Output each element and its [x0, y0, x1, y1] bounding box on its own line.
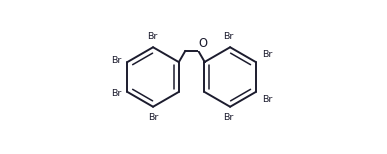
Text: Br: Br — [223, 113, 234, 122]
Text: Br: Br — [147, 32, 158, 41]
Text: Br: Br — [111, 89, 122, 98]
Text: Br: Br — [148, 113, 158, 122]
Text: Br: Br — [262, 50, 272, 59]
Text: Br: Br — [223, 32, 234, 41]
Text: Br: Br — [111, 56, 122, 65]
Text: O: O — [199, 37, 208, 50]
Text: Br: Br — [262, 95, 272, 104]
